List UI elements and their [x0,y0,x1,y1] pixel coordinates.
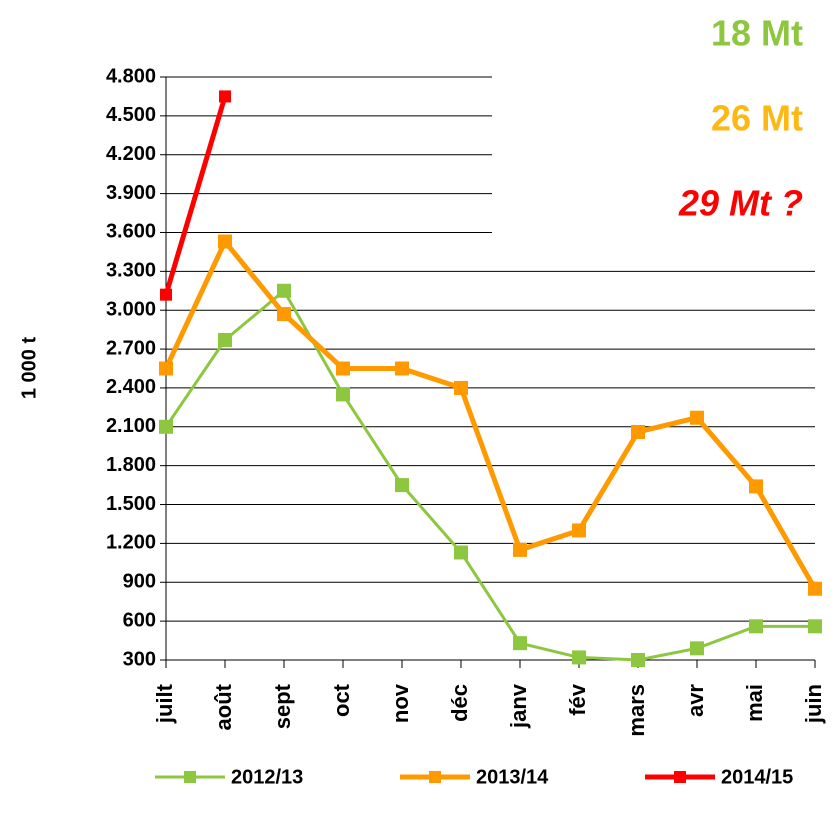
y-tick-label: 3.900 [106,182,156,204]
marker [159,361,173,376]
marker [749,619,763,634]
legend-marker [674,771,686,783]
annotation: 18 Mt [711,13,803,54]
x-tick-label: déc [447,684,472,722]
x-tick-label: juilt [152,683,177,724]
marker [808,619,822,634]
legend-marker [184,771,196,783]
marker [395,361,409,376]
y-tick-label: 2.700 [106,337,156,359]
x-tick-label: oct [329,683,354,717]
marker [218,332,232,347]
annotation-box [492,60,835,250]
marker [513,542,527,557]
y-axis-label: 1 000 t [18,337,40,400]
series-line [163,239,818,590]
y-tick-label: 1.800 [106,454,156,476]
marker [160,288,172,301]
y-tick-label: 4.200 [106,143,156,165]
marker [277,307,291,322]
y-tick-label: 600 [123,609,156,631]
marker [277,283,291,298]
x-tick-label: janv [506,683,531,729]
y-tick-label: 2.100 [106,415,156,437]
annotation: 29 Mt ? [678,183,803,224]
marker [159,419,173,434]
marker [572,523,586,538]
y-tick-label: 3.600 [106,221,156,243]
x-tick-label: avr [683,684,708,717]
y-tick-label: 3.300 [106,260,156,282]
marker [749,479,763,494]
x-tick-label: juin [801,684,826,724]
marker [454,380,468,395]
x-tick-label: mai [742,684,767,722]
legend-label: 2014/15 [721,766,793,788]
marker [395,478,409,493]
legend-label: 2012/13 [231,766,303,788]
marker [690,641,704,656]
legend-marker [429,771,441,783]
x-tick-label: fév [565,683,590,716]
y-tick-label: 900 [123,571,156,593]
y-tick-label: 1.200 [106,532,156,554]
series-line [163,95,228,296]
marker [454,545,468,560]
legend-label: 2013/14 [476,766,549,788]
marker [336,387,350,402]
x-tick-label: sept [270,683,295,729]
y-tick-label: 300 [123,648,156,670]
marker [690,410,704,425]
y-tick-label: 2.400 [106,376,156,398]
marker [336,361,350,376]
y-tick-label: 3.000 [106,298,156,320]
marker [631,653,645,667]
annotation: 26 Mt [711,98,803,139]
marker [572,650,586,665]
x-tick-label: août [211,683,236,730]
marker [219,90,231,103]
x-tick-label: nov [388,683,413,723]
marker [513,636,527,651]
marker [808,581,822,596]
marker [218,234,232,249]
y-tick-label: 4.800 [106,65,156,87]
marker [631,424,645,439]
y-tick-label: 4.500 [106,104,156,126]
x-tick-label: mars [624,684,649,737]
y-tick-label: 1.500 [106,493,156,515]
